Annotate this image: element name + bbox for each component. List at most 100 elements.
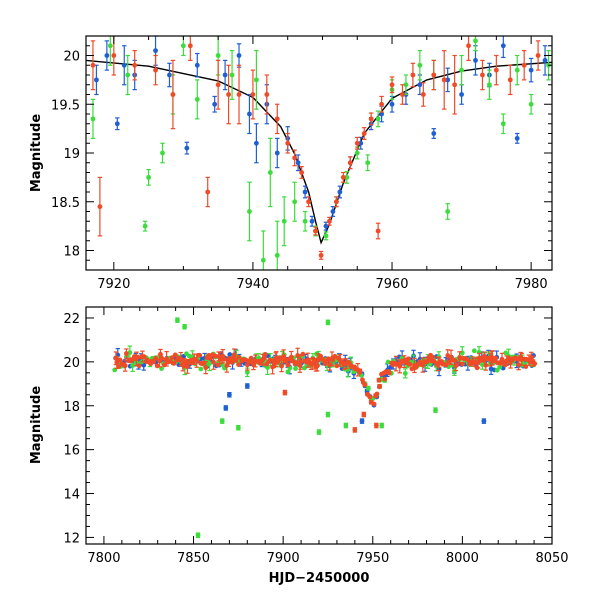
data-point	[487, 82, 492, 88]
data-point	[111, 53, 117, 58]
data-point	[385, 359, 391, 365]
data-point	[379, 111, 384, 117]
data-point	[410, 72, 416, 78]
data-point	[431, 72, 437, 78]
data-point	[347, 160, 353, 166]
data-point	[211, 359, 216, 365]
data-point	[194, 62, 200, 68]
data-point	[377, 383, 382, 389]
data-point	[430, 354, 436, 360]
data-point	[516, 362, 521, 368]
data-point	[281, 218, 287, 224]
data-point	[361, 131, 367, 136]
data-point	[300, 351, 306, 357]
data-point	[332, 354, 338, 359]
data-point	[207, 361, 213, 366]
data-point	[195, 532, 201, 538]
bottom-panel-ticks: 7800 7850 7900 7950 8000 8050 12 14 16 18 20 22	[63, 306, 569, 566]
data-point	[420, 362, 426, 368]
data-point	[521, 62, 527, 68]
data-point	[433, 407, 438, 413]
data-point	[313, 228, 318, 234]
data-point	[459, 92, 464, 97]
data-point	[185, 364, 190, 369]
data-point	[358, 140, 364, 146]
data-point	[371, 401, 377, 407]
data-point	[424, 359, 430, 365]
data-point	[130, 363, 136, 368]
data-point	[160, 150, 165, 156]
data-point	[235, 425, 241, 431]
data-point	[323, 223, 329, 229]
data-point	[94, 77, 99, 83]
data-point	[205, 189, 211, 195]
data-point	[187, 43, 193, 49]
data-point	[274, 150, 280, 156]
data-point	[460, 361, 465, 367]
x-tick-label: 7920	[97, 277, 130, 292]
data-point	[90, 116, 96, 122]
bottom-panel-ylabel: Magnitude	[29, 386, 44, 465]
data-point	[90, 62, 96, 68]
data-point	[167, 72, 172, 78]
data-point	[354, 140, 360, 146]
data-point	[282, 390, 288, 395]
data-point	[124, 351, 129, 356]
data-point	[169, 355, 175, 361]
data-point	[445, 209, 451, 214]
data-point	[254, 140, 259, 146]
data-point	[375, 228, 381, 234]
data-point	[514, 67, 520, 73]
bottom-panel-frame	[85, 306, 553, 545]
data-point	[226, 392, 232, 398]
data-point	[327, 362, 333, 368]
data-point	[325, 412, 331, 417]
data-point	[135, 354, 140, 360]
data-point	[184, 145, 190, 151]
data-point	[354, 150, 360, 156]
data-point	[481, 353, 487, 359]
data-point	[420, 92, 426, 97]
bottom-panel-data	[112, 317, 538, 539]
data-point	[535, 53, 541, 58]
data-point	[219, 418, 225, 424]
data-point	[250, 92, 256, 97]
y-tick-label: 19.5	[51, 98, 80, 113]
data-point	[507, 77, 513, 83]
data-point	[262, 352, 268, 357]
data-point	[357, 368, 363, 374]
data-point	[154, 363, 160, 369]
data-point	[330, 209, 336, 214]
data-point	[443, 362, 449, 368]
data-point	[215, 82, 221, 88]
data-point	[352, 427, 358, 433]
data-point	[236, 362, 241, 368]
data-point	[315, 357, 321, 363]
data-point	[302, 189, 308, 195]
data-point	[302, 218, 308, 224]
data-point	[226, 92, 231, 97]
data-point	[417, 62, 423, 68]
data-point	[299, 170, 305, 175]
data-point	[114, 121, 120, 127]
data-point	[236, 354, 242, 360]
data-point	[172, 352, 178, 358]
data-point	[141, 362, 147, 368]
data-point	[244, 362, 250, 368]
data-point	[318, 252, 324, 258]
data-point	[197, 352, 203, 358]
data-point	[267, 170, 273, 175]
x-tick-label: 7950	[356, 551, 389, 566]
data-point	[267, 357, 273, 363]
data-point	[132, 62, 138, 68]
x-tick-label: 7900	[267, 551, 300, 566]
data-point	[528, 101, 534, 107]
data-point	[454, 362, 460, 368]
data-point	[365, 385, 371, 391]
data-point	[198, 366, 204, 372]
data-point	[251, 362, 256, 368]
data-point	[248, 355, 254, 361]
data-point	[542, 57, 548, 63]
data-point	[274, 116, 280, 122]
data-point	[295, 160, 301, 166]
